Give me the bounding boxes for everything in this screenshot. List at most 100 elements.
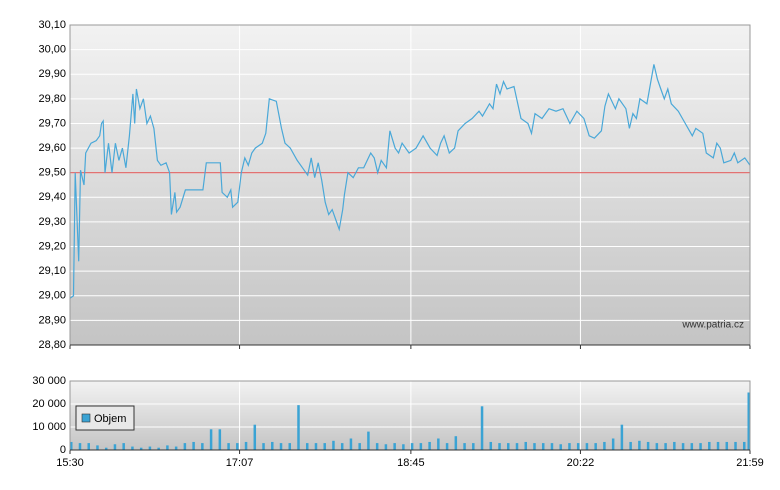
volume-bar: [262, 443, 265, 450]
volume-bar: [209, 429, 213, 450]
y-tick-label: 29,10: [38, 265, 66, 277]
legend-label: Objem: [94, 413, 126, 425]
volume-bar: [489, 441, 493, 450]
x-tick-label: 21:59: [736, 457, 764, 469]
volume-bar: [192, 441, 195, 450]
volume-bar: [498, 443, 501, 450]
volume-bar: [314, 443, 318, 450]
y-tick-label: 29,80: [38, 93, 66, 105]
legend-swatch: [81, 413, 91, 423]
volume-bar: [708, 441, 711, 450]
volume-bar: [559, 444, 562, 450]
volume-bar: [236, 443, 239, 450]
volume-bar: [358, 443, 361, 450]
volume-bar: [253, 424, 257, 450]
volume-bar: [87, 443, 90, 450]
volume-bar: [533, 443, 536, 450]
y-tick-label: 30,00: [38, 44, 66, 56]
y-tick-label: 29,60: [38, 142, 66, 154]
volume-bar: [78, 443, 82, 450]
volume-bar: [638, 440, 641, 450]
volume-bar: [699, 443, 702, 450]
y-tick-label: 29,90: [38, 68, 66, 80]
volume-bar: [673, 441, 676, 450]
volume-bar: [332, 440, 335, 450]
volume-bar: [227, 443, 230, 450]
volume-bar: [70, 441, 73, 450]
x-tick-label: 17:07: [226, 457, 254, 469]
volume-bar: [122, 443, 125, 450]
volume-bar: [305, 443, 309, 450]
y-tick-label: 29,30: [38, 216, 66, 228]
volume-bar: [655, 443, 659, 450]
volume-bar: [743, 441, 746, 450]
volume-bar: [620, 424, 624, 450]
volume-bar: [716, 441, 720, 450]
volume-bar: [340, 443, 344, 450]
y-tick-label: 29,70: [38, 117, 66, 129]
volume-bar: [463, 443, 466, 450]
volume-bar: [183, 443, 187, 450]
volume-bar: [472, 443, 475, 450]
y-tick-label: 20 000: [32, 398, 66, 410]
volume-bar: [279, 443, 283, 450]
volume-bar: [288, 443, 292, 450]
volume-bar: [428, 441, 431, 450]
y-tick-label: 29,50: [38, 167, 66, 179]
y-tick-label: 0: [60, 444, 66, 456]
y-tick-label: 30,10: [38, 19, 66, 31]
y-tick-label: 29,20: [38, 240, 66, 252]
y-tick-label: 28,90: [38, 314, 66, 326]
volume-bar: [104, 447, 108, 450]
volume-bar: [725, 441, 729, 450]
volume-bar: [410, 443, 414, 450]
volume-bar: [515, 443, 519, 450]
volume-bar: [384, 444, 388, 450]
volume-bar: [244, 441, 248, 450]
volume-bar: [541, 443, 545, 450]
volume-bar: [603, 441, 606, 450]
y-tick-label: 29,00: [38, 290, 66, 302]
volume-bar: [367, 431, 370, 450]
volume-bar: [139, 447, 143, 450]
volume-plot-area: [70, 381, 750, 450]
volume-bar: [174, 446, 178, 450]
volume-bar: [271, 441, 274, 450]
volume-bar: [550, 443, 554, 450]
price-line: [69, 64, 751, 299]
volume-bar: [349, 438, 353, 450]
x-tick-label: 18:45: [397, 457, 425, 469]
volume-bar: [480, 406, 484, 450]
volume-bar: [393, 443, 396, 450]
volume-bar: [375, 443, 379, 450]
y-tick-label: 10 000: [32, 421, 66, 433]
y-tick-label: 30 000: [32, 375, 66, 387]
y-tick-label: 29,40: [38, 191, 66, 203]
volume-bar: [113, 444, 117, 450]
volume-bar: [690, 443, 694, 450]
volume-bar: [585, 443, 589, 450]
volume-bar: [445, 443, 449, 450]
volume-bar: [611, 438, 615, 450]
legend: Objem: [75, 405, 135, 431]
x-tick-label: 20:22: [567, 457, 595, 469]
volume-bar: [148, 446, 152, 450]
volume-bar: [131, 446, 134, 450]
volume-bar: [646, 441, 650, 450]
volume-bar: [297, 405, 300, 450]
volume-bar: [576, 443, 580, 450]
volume-bar: [507, 443, 510, 450]
volume-bar: [166, 445, 169, 450]
y-tick-label: 28,80: [38, 339, 66, 351]
volume-bar: [157, 447, 160, 450]
volume-bar: [419, 443, 423, 450]
x-tick-label: 15:30: [56, 457, 84, 469]
volume-bar: [402, 444, 405, 450]
volume-bar: [747, 392, 750, 450]
volume-bar: [437, 438, 440, 450]
volume-bar: [524, 441, 527, 450]
volume-bar: [734, 441, 737, 450]
volume-bar: [629, 441, 632, 450]
price-plot-area: [70, 25, 750, 345]
